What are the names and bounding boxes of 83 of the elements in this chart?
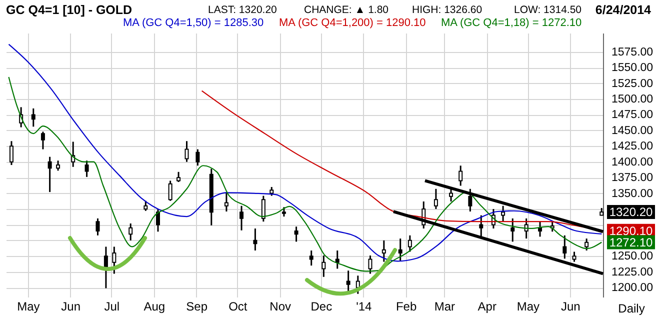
candlestick — [48, 156, 52, 193]
candlestick — [144, 200, 148, 212]
candlestick — [398, 238, 402, 262]
x-axis-title: Daily — [618, 302, 645, 316]
x-tick-label: May — [17, 300, 40, 314]
annotation: 1320.20 — [609, 205, 654, 220]
candlestick — [368, 254, 372, 274]
candlestick — [84, 160, 89, 178]
y-tick-label: 1550.00 — [612, 62, 654, 74]
candlestick — [458, 164, 463, 186]
candlestick — [96, 218, 100, 236]
candlestick — [128, 222, 133, 242]
text: MA (GC Q4=1,50) = 1285.30 — [123, 16, 264, 29]
text: HIGH: 1326.60 — [412, 4, 482, 16]
candlestick — [261, 195, 266, 222]
y-tick-label: 1475.00 — [612, 109, 654, 122]
candlestick — [40, 130, 45, 150]
x-tick-label: Sep — [186, 300, 208, 314]
y-tick-label: 1375.00 — [612, 172, 654, 184]
y-tick-label: 1400.00 — [612, 156, 654, 168]
candlestick — [562, 234, 567, 260]
candlestick — [184, 140, 189, 163]
x-tick-label: Apr — [478, 300, 496, 314]
text: MA (GC Q4=1,200) = 1290.10 — [279, 16, 426, 29]
line-series — [8, 76, 602, 272]
candlestick — [253, 228, 258, 252]
candlestick — [196, 148, 200, 166]
text: MA (GC Q4=1,18) = 1272.10 — [441, 16, 582, 29]
candlestick — [9, 140, 14, 166]
candlestick — [224, 191, 228, 212]
x-tick-label: Jul — [104, 300, 120, 314]
y-tick-label: 1500.00 — [612, 94, 654, 106]
y-tick-label: 1525.00 — [612, 78, 654, 90]
candlestick — [584, 238, 589, 252]
x-tick-label: '14 — [356, 300, 372, 314]
candlestick — [382, 240, 386, 263]
candlestick — [176, 171, 181, 183]
y-tick-label: 1450.00 — [612, 124, 654, 137]
candlestick — [408, 234, 412, 252]
y-tick-label: 1575.00 — [612, 46, 654, 58]
candlestick — [294, 226, 298, 242]
data-label: 1272.10 — [609, 235, 654, 250]
x-tick-label: Oct — [228, 300, 248, 314]
candlestick — [501, 205, 506, 222]
x-tick-label: Dec — [310, 300, 332, 314]
y-tick-label: 1250.00 — [612, 250, 654, 263]
candlestick — [31, 108, 36, 128]
x-tick-label: Aug — [144, 300, 166, 314]
candlestick — [309, 250, 314, 266]
candlestick — [335, 250, 340, 270]
text: 6/24/2014 — [595, 3, 651, 17]
candlestick — [322, 254, 326, 278]
candlestick — [510, 218, 515, 242]
candlestick — [434, 188, 438, 210]
candlestick — [156, 208, 160, 232]
chart-title: GC Q4=1 [10] - GOLD — [6, 3, 132, 17]
x-tick-label: Nov — [270, 300, 292, 314]
candlestick — [282, 206, 286, 218]
candlestick — [346, 270, 350, 292]
x-tick-label: Jun — [560, 300, 580, 314]
candlestick — [468, 188, 472, 212]
x-tick-label: Jun — [61, 300, 81, 314]
y-tick-label: 1225.00 — [612, 266, 654, 278]
x-tick-label: Mar — [434, 300, 455, 314]
y-tick-label: 1200.00 — [612, 282, 654, 294]
y-tick-label: 1425.00 — [612, 140, 654, 153]
y-tick-label: 1350.00 — [612, 188, 654, 200]
candlestick — [538, 220, 542, 238]
x-tick-label: Feb — [396, 300, 417, 314]
text: LAST: 1320.20 — [208, 4, 277, 16]
candlestick — [449, 188, 454, 202]
candlestick — [168, 180, 172, 202]
candlestick — [112, 246, 116, 274]
text: CHANGE: ▲ 1.80 — [304, 4, 389, 16]
candlestick — [240, 205, 244, 232]
x-tick-label: May — [516, 300, 540, 314]
text: LOW: 1314.50 — [514, 4, 582, 16]
data-label: 1290.10 — [609, 224, 654, 238]
line-series — [8, 44, 602, 262]
candlestick — [524, 218, 528, 240]
candlestick — [572, 250, 576, 263]
candlestick — [56, 160, 60, 172]
candlestick — [479, 214, 484, 238]
